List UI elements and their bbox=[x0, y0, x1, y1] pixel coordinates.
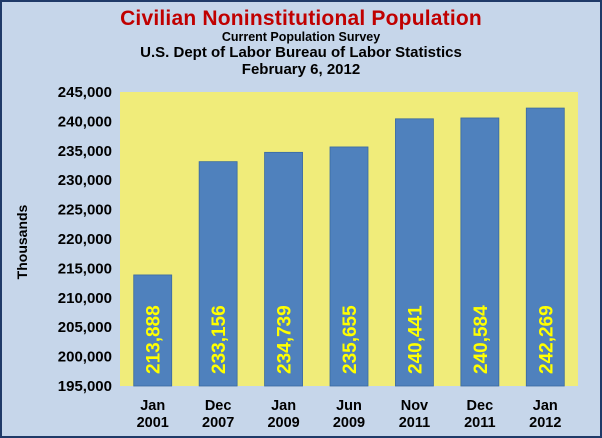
y-axis-label: Thousands bbox=[14, 204, 30, 279]
bar-value-label: 213,888 bbox=[144, 305, 165, 374]
x-tick-label: Dec bbox=[467, 398, 494, 414]
y-tick-label: 245,000 bbox=[58, 84, 112, 101]
y-tick-label: 225,000 bbox=[58, 202, 112, 219]
chart-title: Civilian Noninstitutional Population bbox=[120, 7, 482, 30]
y-tick-label: 210,000 bbox=[58, 290, 112, 307]
bar bbox=[264, 151, 303, 387]
y-tick-label: 200,000 bbox=[58, 349, 112, 366]
x-tick-label: Dec bbox=[205, 398, 232, 414]
bar-value-label: 240,584 bbox=[471, 305, 492, 374]
bar-value-label: 233,156 bbox=[209, 305, 230, 374]
x-tick-label: Nov bbox=[401, 398, 428, 414]
chart-source: U.S. Dept of Labor Bureau of Labor Stati… bbox=[140, 44, 462, 61]
bar bbox=[329, 146, 369, 387]
y-tick-label: 240,000 bbox=[58, 113, 112, 130]
y-tick-label: 195,000 bbox=[58, 378, 112, 395]
chart-subtitle: Current Population Survey bbox=[221, 30, 381, 44]
x-tick-label: Jan bbox=[140, 398, 165, 414]
bar bbox=[460, 117, 500, 387]
y-tick-label: 205,000 bbox=[58, 319, 112, 336]
y-tick-label: 215,000 bbox=[58, 260, 112, 277]
bar-value-label: 242,269 bbox=[536, 305, 557, 374]
y-tick-label: 230,000 bbox=[58, 172, 112, 189]
x-tick-label: 2011 bbox=[464, 415, 495, 431]
x-tick-label: 2001 bbox=[137, 415, 169, 431]
x-tick-label: 2009 bbox=[333, 415, 365, 431]
x-tick-label: 2011 bbox=[399, 415, 430, 431]
y-tick-label: 220,000 bbox=[58, 231, 112, 248]
x-tick-label: Jun bbox=[336, 398, 362, 414]
bar bbox=[525, 107, 565, 387]
bar-value-label: 240,441 bbox=[405, 305, 426, 374]
x-tick-label: 2007 bbox=[202, 415, 234, 431]
bar bbox=[395, 118, 434, 387]
chart-date: February 6, 2012 bbox=[241, 61, 361, 78]
bar bbox=[198, 161, 238, 387]
y-tick-label: 235,000 bbox=[58, 143, 112, 160]
bar-value-label: 234,739 bbox=[275, 305, 296, 374]
x-tick-label: 2009 bbox=[267, 415, 299, 431]
bar-value-label: 235,655 bbox=[340, 305, 361, 374]
bar bbox=[133, 274, 173, 387]
x-tick-label: 2012 bbox=[529, 415, 561, 431]
x-tick-label: Jan bbox=[271, 398, 296, 414]
chart-titles: Civilian Noninstitutional Population Cur… bbox=[2, 7, 600, 79]
x-tick-label: Jan bbox=[533, 398, 558, 414]
